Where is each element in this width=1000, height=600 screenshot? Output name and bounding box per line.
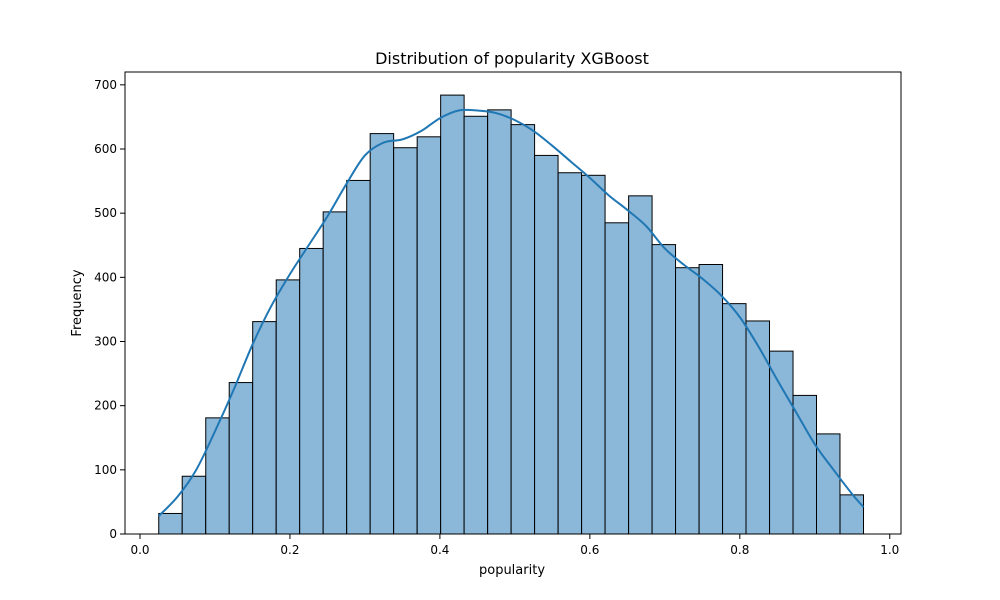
histogram-bar [205, 417, 230, 535]
histogram-bar [252, 321, 277, 535]
x-tick-label: 0.0 [130, 543, 149, 557]
histogram-bar [557, 172, 583, 535]
x-axis-ticks: 0.0 0.2 0.4 0.6 0.8 1.0 [130, 534, 899, 557]
histogram-bar [745, 320, 770, 535]
y-tick-label: 300 [94, 335, 117, 349]
plot-frame [124, 71, 902, 535]
histogram-bar [816, 433, 841, 535]
histogram-bar [393, 147, 418, 535]
histogram-bar [416, 136, 442, 535]
y-axis-ticks: 0 100 200 300 400 500 600 700 [94, 78, 125, 541]
x-tick-label: 0.8 [730, 543, 749, 557]
y-tick-label: 400 [94, 270, 117, 284]
y-axis-label: Frequency [70, 269, 85, 336]
histogram-bar [158, 512, 183, 535]
histogram-bars [158, 94, 865, 535]
histogram-bar [769, 350, 794, 535]
histogram-bar [839, 494, 865, 535]
histogram-bar [675, 267, 700, 535]
y-tick-label: 500 [94, 206, 117, 220]
histogram-bar [463, 115, 489, 535]
histogram-bar [440, 94, 465, 535]
histogram-bar [228, 382, 254, 535]
histogram-bar [510, 124, 536, 535]
y-tick-label: 0 [109, 527, 117, 541]
y-tick-label: 600 [94, 142, 117, 156]
histogram-bar [792, 394, 818, 535]
histogram-bar [275, 279, 301, 535]
histogram-bar [722, 303, 747, 535]
histogram-bar [299, 247, 324, 535]
histogram-bar [346, 179, 371, 535]
histogram-bar [369, 133, 395, 535]
histogram-bar [581, 174, 606, 535]
y-tick-label: 100 [94, 463, 117, 477]
histogram-bar [487, 109, 512, 535]
x-axis-label: popularity [479, 563, 545, 578]
chart-title: Distribution of popularity XGBoost [375, 49, 649, 68]
x-tick-label: 0.2 [280, 543, 299, 557]
histogram-bar [534, 154, 559, 535]
histogram-bar [628, 195, 653, 535]
x-tick-label: 0.4 [430, 543, 449, 557]
kde-line [158, 108, 865, 517]
y-tick-label: 200 [94, 399, 117, 413]
x-tick-label: 1.0 [880, 543, 899, 557]
y-tick-label: 700 [94, 78, 117, 92]
x-tick-label: 0.6 [580, 543, 599, 557]
histogram-bar [604, 222, 630, 535]
histogram-bar [698, 264, 724, 535]
histogram-bar [651, 244, 677, 535]
histogram-bar [322, 211, 348, 535]
